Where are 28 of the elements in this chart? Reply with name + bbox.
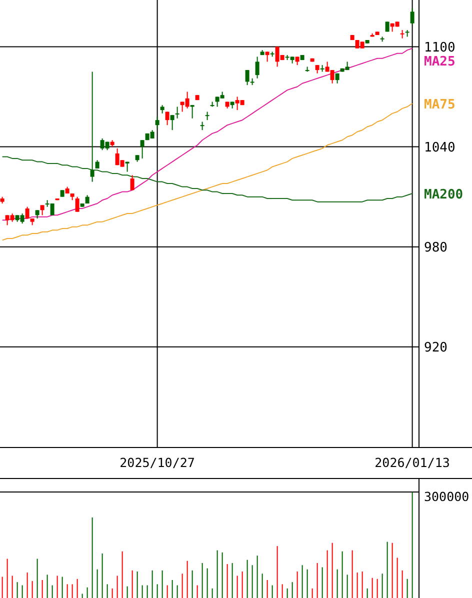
x-tick-label: 2025/10/27	[120, 455, 195, 470]
candlestick	[245, 70, 250, 86]
y-tick-label: 920	[424, 340, 448, 356]
candlestick	[25, 206, 30, 219]
line-series	[2, 156, 413, 202]
series-label: MA200	[424, 187, 464, 202]
candlestick	[140, 140, 144, 159]
series-label: MA25	[424, 54, 456, 70]
candlestick	[170, 114, 174, 131]
candlestick	[400, 30, 404, 39]
y-tick-label: 1040	[424, 140, 456, 156]
text: 300000	[424, 488, 470, 504]
line-series	[2, 102, 413, 241]
y-tick-label: 1100	[424, 40, 456, 56]
candlestick	[90, 71, 94, 182]
candlestick	[75, 196, 80, 212]
series-label: MA75	[424, 97, 456, 112]
candlestick	[130, 174, 134, 191]
candlestick	[410, 8, 414, 26]
y-tick-label: 980	[424, 240, 448, 256]
line-series	[2, 48, 413, 221]
candlestick	[255, 56, 260, 79]
candlestick	[40, 204, 44, 216]
candlestick	[175, 106, 180, 119]
x-tick-label: 2026/01/13	[374, 455, 450, 470]
candlestick	[265, 51, 270, 62]
candlestick	[165, 111, 170, 126]
candlestick	[155, 116, 160, 129]
